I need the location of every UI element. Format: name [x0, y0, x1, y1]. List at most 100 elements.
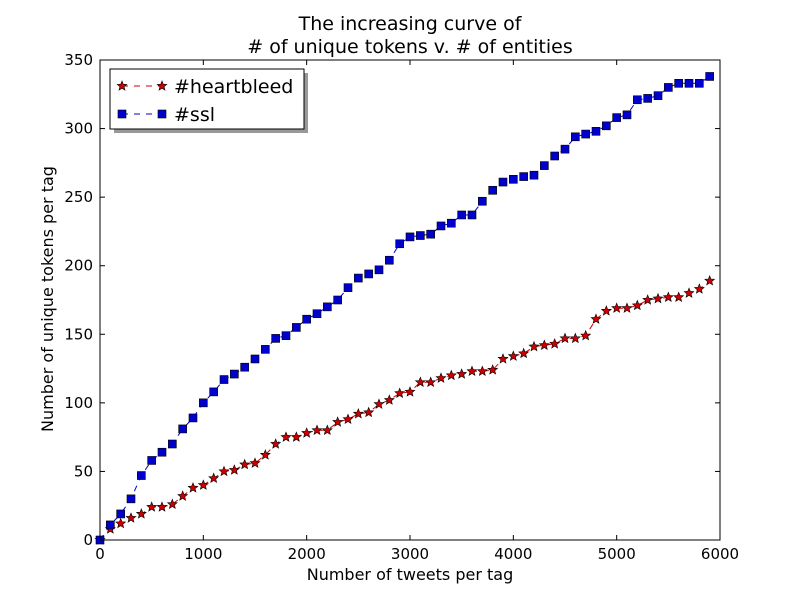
data-point-heartbleed: [383, 394, 395, 405]
data-point-heartbleed: [394, 387, 406, 398]
data-point-heartbleed: [280, 431, 292, 442]
data-point-ssl: [374, 265, 384, 275]
data-point-ssl: [250, 354, 260, 364]
data-point-heartbleed: [197, 479, 209, 490]
data-point-heartbleed: [538, 339, 550, 350]
data-point-heartbleed: [600, 305, 612, 316]
data-point-heartbleed: [631, 299, 643, 311]
data-point-ssl: [602, 121, 611, 131]
legend: #heartbleed #ssl: [109, 68, 308, 133]
data-point-heartbleed: [590, 313, 602, 324]
data-point-ssl: [550, 151, 559, 161]
x-tick-label: 3000: [391, 545, 429, 563]
series-ssl: [95, 72, 714, 545]
y-tick-label: 100: [64, 394, 93, 412]
data-point-ssl: [643, 94, 652, 103]
data-point-ssl: [302, 314, 311, 324]
data-point-heartbleed: [125, 512, 137, 523]
data-point-ssl: [178, 424, 187, 434]
data-point-heartbleed: [569, 332, 581, 344]
data-point-heartbleed: [425, 376, 437, 387]
data-point-heartbleed: [683, 287, 695, 298]
data-point-ssl: [333, 295, 342, 305]
data-point-ssl: [240, 362, 249, 372]
data-point-ssl: [581, 129, 590, 139]
legend-label-ssl: #ssl: [174, 104, 215, 126]
data-point-ssl: [281, 331, 291, 340]
data-point-heartbleed: [507, 350, 519, 361]
data-point-ssl: [126, 494, 136, 504]
data-point-heartbleed: [156, 501, 168, 512]
data-point-ssl: [405, 232, 415, 242]
data-point-heartbleed: [363, 406, 375, 418]
data-point-ssl: [137, 471, 146, 480]
data-point-heartbleed: [270, 438, 282, 449]
legend-label-heartbleed: #heartbleed: [174, 76, 293, 98]
y-tick-label: 50: [74, 462, 93, 480]
data-point-ssl: [416, 231, 425, 240]
data-point-ssl: [395, 239, 404, 249]
data-point-heartbleed: [652, 292, 664, 304]
y-tick-label: 0: [83, 531, 93, 549]
chart-title-line-2: # of unique tokens v. # of entities: [247, 36, 573, 58]
data-point-ssl: [292, 323, 301, 332]
data-point-heartbleed: [332, 416, 344, 427]
data-point-ssl: [457, 210, 466, 220]
data-point-heartbleed: [435, 372, 447, 383]
data-point-ssl: [571, 132, 580, 142]
data-point-ssl: [147, 456, 156, 465]
data-point-ssl: [540, 161, 549, 170]
data-point-heartbleed: [239, 458, 251, 470]
data-point-ssl: [509, 175, 518, 184]
data-point-ssl: [116, 509, 125, 519]
data-point-ssl: [343, 283, 353, 292]
data-point-heartbleed: [549, 338, 561, 349]
y-tick-label: 150: [64, 325, 93, 343]
data-point-heartbleed: [621, 302, 633, 313]
x-axis-label: Number of tweets per tag: [307, 565, 514, 584]
data-point-heartbleed: [301, 427, 313, 438]
data-point-heartbleed: [146, 501, 158, 512]
data-point-ssl: [199, 398, 208, 408]
data-point-ssl: [271, 334, 280, 343]
y-tick-label: 200: [64, 257, 93, 275]
data-point-heartbleed: [177, 490, 189, 501]
y-tick-label: 300: [64, 120, 93, 138]
chart-title-line-1: The increasing curve of: [298, 13, 523, 35]
data-point-ssl: [426, 229, 435, 239]
data-point-ssl: [385, 255, 394, 265]
x-tick-label: 5000: [598, 545, 636, 563]
data-point-ssl: [188, 413, 198, 423]
data-point-ssl: [467, 210, 477, 220]
data-point-heartbleed: [414, 376, 426, 387]
data-point-heartbleed: [404, 386, 416, 397]
data-point-heartbleed: [580, 329, 592, 341]
data-point-ssl: [478, 196, 487, 206]
data-point-ssl: [230, 369, 239, 379]
data-point-heartbleed: [259, 449, 271, 460]
data-point-ssl: [219, 375, 229, 384]
data-point-ssl: [447, 218, 456, 228]
data-point-heartbleed: [187, 482, 199, 493]
data-point-ssl: [354, 273, 363, 283]
data-point-ssl: [364, 269, 373, 279]
data-point-ssl: [529, 170, 539, 180]
data-point-heartbleed: [208, 472, 220, 483]
data-point-heartbleed: [249, 457, 261, 468]
data-point-heartbleed: [445, 369, 457, 381]
x-tick-label: 2000: [288, 545, 326, 563]
legend-box: [109, 68, 305, 130]
data-point-ssl: [633, 95, 642, 105]
data-point-heartbleed: [456, 368, 468, 379]
data-point-ssl: [498, 177, 508, 187]
legend-marker-heartbleed: [156, 80, 168, 91]
data-point-heartbleed: [290, 431, 302, 442]
data-point-heartbleed: [352, 408, 364, 419]
data-point-ssl: [560, 144, 570, 154]
data-point-heartbleed: [662, 291, 674, 302]
data-point-ssl: [612, 113, 621, 122]
data-point-heartbleed: [693, 283, 705, 294]
legend-marker-ssl: [117, 109, 127, 119]
data-point-ssl: [323, 302, 332, 312]
